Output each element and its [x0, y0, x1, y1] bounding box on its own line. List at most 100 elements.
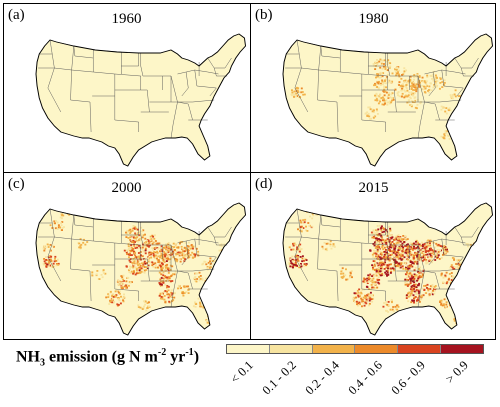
emission-cell	[144, 233, 146, 236]
emission-cell	[448, 107, 451, 110]
emission-cell	[106, 216, 109, 218]
emission-cell	[120, 295, 122, 298]
emission-cell	[381, 272, 384, 275]
emission-cell	[360, 298, 363, 301]
emission-cell	[129, 236, 132, 239]
emission-cell	[383, 79, 386, 82]
emission-cell	[435, 85, 438, 88]
emission-cell	[329, 243, 332, 246]
emission-cell	[391, 72, 394, 75]
emission-cell	[368, 293, 371, 295]
emission-cell	[91, 271, 94, 274]
state-boundary	[47, 236, 62, 282]
emission-cell	[357, 295, 360, 298]
emission-cell	[425, 287, 428, 289]
state-boundary	[73, 45, 94, 59]
emission-cell	[417, 271, 420, 273]
emission-cell	[438, 252, 441, 255]
emission-cell	[288, 261, 291, 264]
emission-cell	[434, 259, 437, 261]
emission-cell	[417, 289, 420, 292]
emission-cell	[136, 246, 139, 249]
emission-cell	[168, 246, 171, 249]
emission-cell	[410, 275, 413, 277]
emission-cell	[434, 80, 437, 83]
emission-cell	[371, 300, 374, 303]
emission-cell	[163, 251, 166, 253]
state-boundary	[213, 67, 228, 77]
emission-cell	[129, 272, 132, 275]
emission-cell	[353, 300, 356, 303]
emission-cell	[297, 96, 300, 99]
legend-class-label: 0.2 - 0.4	[302, 358, 342, 398]
emission-cell	[405, 84, 408, 86]
emission-cell	[422, 249, 425, 251]
emission-cell	[358, 288, 361, 291]
emission-cell	[372, 277, 375, 280]
emission-cell	[388, 92, 391, 94]
emission-cell	[380, 97, 383, 99]
emission-cell	[119, 302, 122, 305]
emission-cell	[392, 310, 395, 312]
emission-cell	[426, 283, 429, 286]
emission-cell	[54, 257, 56, 260]
emission-cell	[386, 303, 389, 306]
emission-cell	[373, 242, 376, 245]
emission-cell	[411, 279, 414, 282]
emission-cell	[381, 244, 384, 247]
emission-cell	[155, 246, 157, 249]
emission-cell	[48, 259, 51, 262]
emission-cell	[186, 249, 189, 252]
emission-cell	[144, 303, 147, 306]
emission-cell	[380, 271, 383, 274]
state-boundary	[418, 99, 462, 103]
emission-cell	[422, 80, 425, 83]
emission-cell	[137, 239, 140, 242]
emission-cell	[295, 249, 298, 252]
emission-cell	[417, 83, 420, 86]
emission-cell	[405, 276, 408, 279]
emission-cell	[395, 254, 398, 256]
emission-cell	[379, 238, 382, 241]
emission-cell	[380, 253, 383, 256]
emission-cell	[411, 277, 414, 280]
emission-cell	[56, 258, 59, 261]
emission-cell	[151, 261, 154, 264]
emission-cell	[405, 297, 408, 299]
emission-cell	[122, 278, 125, 281]
emission-cell	[300, 87, 303, 90]
emission-cell	[297, 255, 300, 257]
emission-cell	[142, 234, 145, 237]
emission-cell	[395, 235, 398, 238]
emission-cell	[355, 217, 358, 220]
emission-cell	[374, 232, 377, 234]
emission-cell	[472, 245, 475, 248]
emission-cell	[137, 235, 140, 238]
emission-cell	[313, 209, 316, 211]
emission-cell	[324, 248, 327, 251]
emission-cell	[447, 135, 450, 137]
emission-cell	[115, 289, 118, 292]
emission-cell	[458, 95, 461, 97]
emission-cell	[404, 250, 407, 252]
emission-cell	[198, 271, 201, 274]
emission-cell	[381, 80, 384, 83]
emission-cell	[373, 264, 376, 266]
emission-cell	[56, 221, 59, 224]
emission-cell	[305, 229, 307, 232]
emission-cell	[109, 301, 112, 303]
emission-cell	[415, 239, 418, 242]
emission-cell	[359, 209, 362, 211]
emission-cell	[388, 246, 391, 248]
emission-cell	[433, 292, 436, 295]
emission-cell	[143, 271, 146, 274]
emission-cell	[118, 290, 121, 293]
emission-cell	[167, 253, 170, 256]
emission-cell	[322, 247, 325, 250]
emission-cell	[363, 277, 366, 280]
emission-cell	[82, 241, 85, 244]
emission-cell	[375, 242, 378, 244]
emission-cell	[375, 270, 378, 272]
emission-cell	[201, 279, 204, 281]
emission-cell	[394, 69, 397, 72]
